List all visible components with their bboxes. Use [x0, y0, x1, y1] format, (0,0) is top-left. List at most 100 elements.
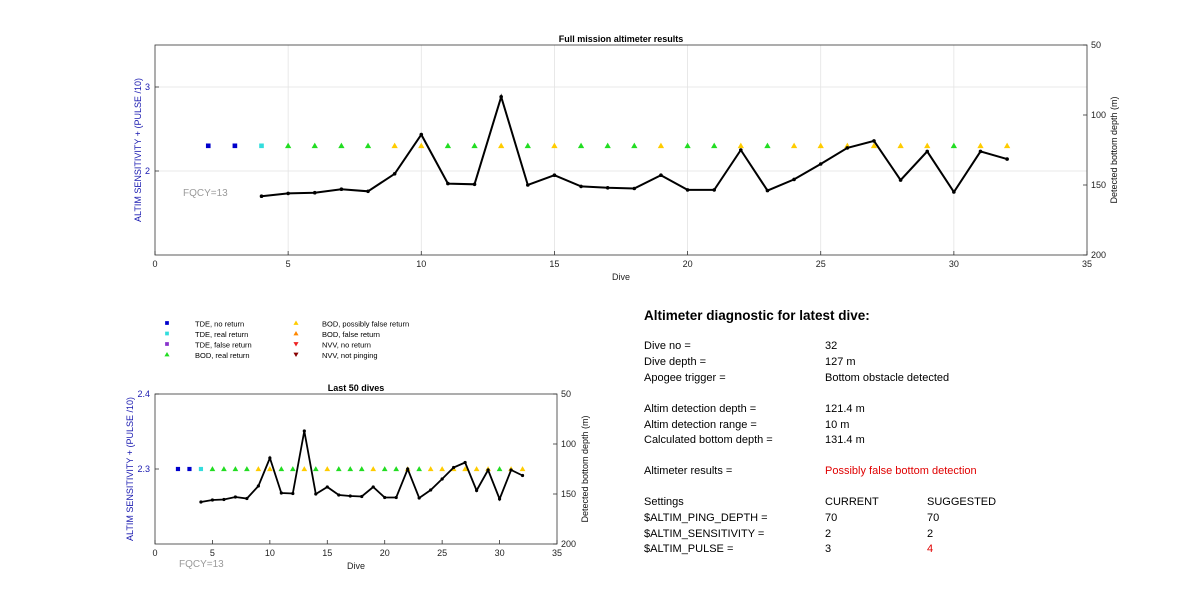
marker-bod-real-return: [604, 142, 611, 149]
marker-bod-real-return: [577, 142, 585, 149]
depth-point: [446, 181, 450, 186]
sensitivity-label: $ALTIM_SENSITIVITY =: [644, 528, 765, 540]
altimeter-results-label: Altimeter results =: [644, 465, 733, 477]
marker-bod-possibly-false: [462, 466, 468, 472]
ping-depth-current: 70: [825, 512, 838, 524]
marker-tde-no-return: [232, 143, 238, 149]
y-left-axis-label: ALTIM SENSITIVITY + (PULSE /10): [133, 78, 143, 222]
marker-bod-possibly-false: [370, 466, 377, 472]
depth-point: [339, 187, 344, 191]
depth-point: [925, 149, 930, 154]
depth-point: [520, 473, 525, 478]
depth-point: [497, 497, 502, 501]
marker-bod-possibly-false: [473, 466, 480, 472]
marker-bod-real-return: [358, 466, 365, 472]
marker-bod-possibly-false: [790, 142, 798, 149]
ping-depth-label: $ALTIM_PING_DEPTH =: [644, 512, 768, 524]
marker-bod-real-return: [312, 466, 319, 472]
marker-bod-real-return: [284, 142, 292, 149]
marker-bod-real-return: [393, 466, 400, 472]
marker-bod-possibly-false: [498, 142, 505, 149]
legend-label: TDE, real return: [195, 330, 248, 339]
marker-bod-real-return: [311, 142, 318, 149]
depth-point: [552, 173, 557, 177]
marker-tde-no-return: [187, 466, 192, 472]
marker-tde-real-return: [259, 143, 264, 149]
y-right-tick-label: 100: [1091, 110, 1106, 120]
marker-bod-possibly-false: [519, 466, 526, 472]
depth-point: [659, 173, 663, 177]
marker-bod-real-return: [444, 142, 452, 149]
marker-tde-no-return: [175, 466, 181, 472]
marker-bod-real-return: [950, 142, 958, 149]
plot-frame: [154, 44, 1088, 256]
chart-title: Full mission altimeter results: [559, 34, 684, 44]
depth-point: [632, 186, 637, 191]
depth-point: [579, 184, 583, 189]
depth-point: [818, 162, 823, 166]
legend-label: NVV, not pinging: [322, 351, 378, 360]
full-mission-chart: 0 5 10 15 20 25 30 35 2 3 50 100 150 200 Full mission …: [133, 34, 1119, 282]
depth-point: [499, 95, 503, 99]
settings-header: Settings: [644, 496, 684, 508]
marker-bod-possibly-false: [657, 142, 665, 149]
depth-point: [259, 194, 264, 198]
marker-bod-possibly-false: [427, 466, 434, 472]
marker-bod-real-return: [524, 142, 531, 149]
marker-bod-real-return: [711, 142, 718, 149]
depth-point: [394, 495, 398, 500]
x-tick-label: 25: [816, 259, 826, 269]
y-right-axis-label: Detected bottom depth (m): [580, 415, 590, 522]
x-tick-label: 35: [552, 548, 562, 558]
y-right-tick-label: 100: [561, 439, 576, 449]
marker-bod-possibly-false: [870, 142, 878, 149]
x-tick-label: 0: [152, 259, 157, 269]
depth-point: [712, 188, 716, 192]
legend-marker-bod-real-return: [164, 351, 170, 357]
legend-label: TDE, false return: [195, 341, 252, 350]
depth-point: [765, 188, 770, 193]
marker-bod-real-return: [631, 142, 638, 149]
depth-point: [245, 496, 249, 501]
legend-marker-tde-no-return: [165, 321, 169, 325]
marker-bod-possibly-false: [255, 466, 262, 472]
y-left-tick-label: 2.3: [137, 464, 150, 474]
depth-point: [452, 465, 456, 470]
depth-point: [314, 492, 318, 496]
depth-point: [526, 183, 530, 187]
pulse-label: $ALTIM_PULSE =: [644, 543, 734, 555]
marker-tde-real-return: [198, 466, 204, 472]
depth-point: [739, 148, 743, 152]
ping-depth-suggested: 70: [927, 512, 940, 524]
marker-bod-possibly-false: [817, 142, 824, 149]
depth-point: [952, 190, 956, 194]
marker-bod-possibly-false: [924, 142, 931, 149]
legend-label: TDE, no return: [195, 320, 244, 329]
marker-bod-possibly-false: [439, 466, 445, 472]
x-tick-label: 15: [322, 548, 332, 558]
depth-point: [302, 429, 306, 433]
depth-point: [475, 488, 479, 493]
legend-label: BOD, real return: [195, 351, 250, 360]
x-tick-label: 15: [549, 259, 559, 269]
suggested-header: SUGGESTED: [927, 496, 997, 508]
depth-point: [1005, 157, 1009, 161]
depth-point: [233, 495, 237, 499]
marker-bod-possibly-false: [301, 466, 308, 472]
pulse-suggested: 4: [927, 543, 934, 555]
y-right-tick-label: 50: [1091, 40, 1101, 50]
x-tick-label: 5: [210, 548, 215, 558]
depth-point: [312, 190, 317, 195]
depth-point: [291, 491, 295, 496]
dive-no-value: 32: [825, 340, 838, 352]
marker-bod-real-return: [221, 466, 227, 472]
fqcy-annotation: FQCY=13: [183, 188, 228, 199]
y-right-axis-label: Detected bottom depth (m): [1109, 96, 1119, 203]
x-tick-label: 0: [152, 548, 157, 558]
depth-point: [463, 460, 467, 465]
marker-tde-no-return: [205, 143, 211, 149]
depth-point: [222, 497, 226, 502]
depth-point: [872, 139, 876, 143]
marker-bod-real-return: [496, 466, 503, 472]
